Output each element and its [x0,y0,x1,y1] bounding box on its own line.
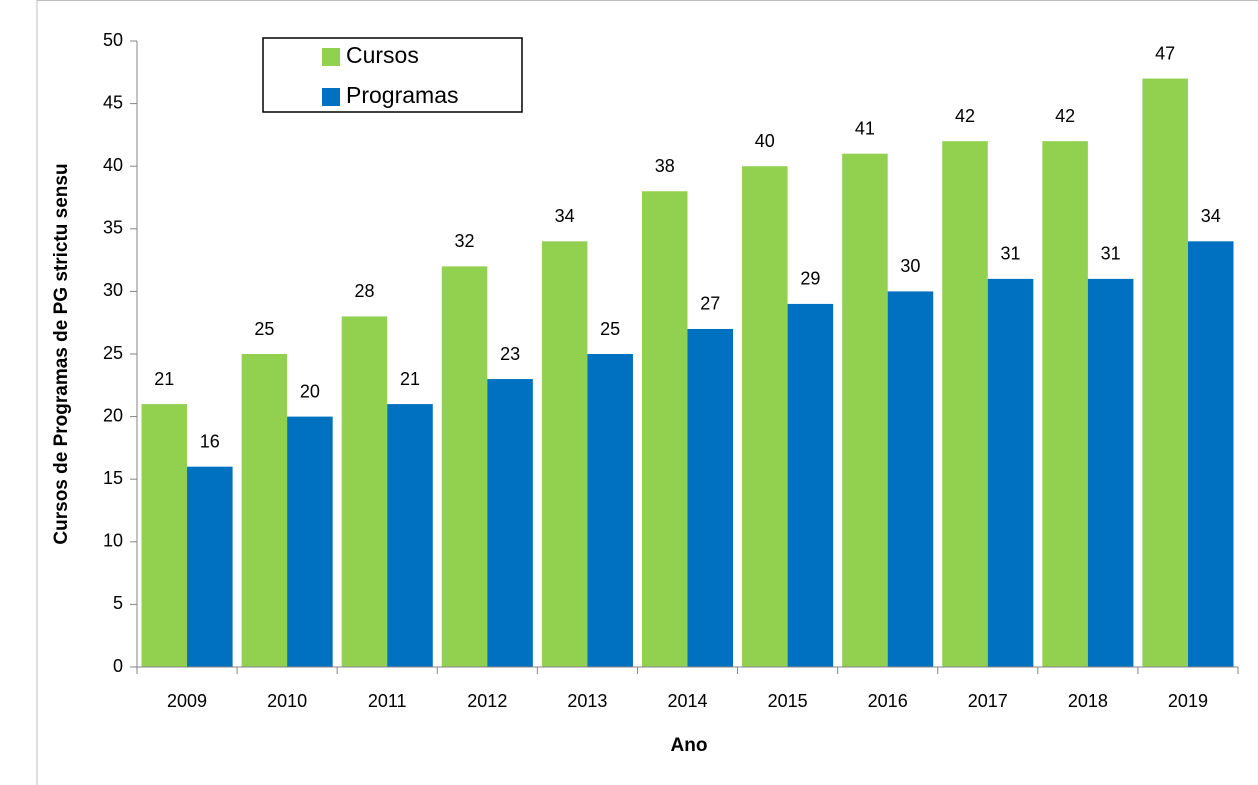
data-label: 23 [500,344,520,364]
bar [141,404,188,667]
x-tick-label: 2016 [868,691,908,711]
y-tick-label: 50 [103,30,123,50]
bar [987,278,1034,667]
bar [487,379,533,667]
bar [441,266,488,667]
bar [1042,141,1088,667]
legend-label: Cursos [346,42,419,68]
data-label: 21 [400,369,420,389]
data-label: 30 [900,256,920,276]
legend-swatch [322,88,340,106]
x-tick-label: 2018 [1068,691,1108,711]
x-tick-label: 2009 [167,691,207,711]
data-label: 25 [254,319,274,339]
bar [287,416,333,667]
legend-box [262,37,523,113]
data-label: 16 [200,431,220,451]
data-label: 42 [955,106,975,126]
x-tick-label: 2017 [968,691,1008,711]
chart-border [36,0,1258,785]
bar [641,191,688,668]
y-tick-label: 15 [103,468,123,488]
data-label: 31 [1001,244,1021,264]
x-axis-label: Ano [671,735,708,756]
bar [587,354,633,667]
y-axis-label: Cursos de Programas de PG strictu sensu [51,163,72,544]
bar [1187,241,1234,667]
y-tick-label: 30 [103,280,123,300]
data-label: 34 [1201,206,1221,226]
bar [1142,78,1188,667]
bar [387,404,433,667]
bar [541,241,588,667]
data-label: 27 [700,294,720,314]
y-tick-label: 10 [103,531,123,551]
x-tick-label: 2019 [1168,691,1208,711]
data-label: 29 [800,269,820,289]
data-label: 20 [300,381,320,401]
data-label: 41 [855,118,875,138]
legend-label: Programas [346,82,458,108]
legend-swatch [322,48,340,66]
data-label: 31 [1101,244,1121,264]
data-label: 34 [555,206,575,226]
y-tick-label: 45 [103,92,123,112]
data-label: 25 [600,319,620,339]
y-tick-label: 0 [113,656,123,676]
bar [1087,278,1134,667]
x-tick-label: 2014 [667,691,707,711]
x-tick-label: 2011 [368,691,407,711]
data-label: 42 [1055,106,1075,126]
bar [187,466,233,667]
x-tick-label: 2015 [768,691,808,711]
data-label: 47 [1155,43,1175,63]
y-tick-label: 5 [113,593,123,613]
data-label: 38 [655,156,675,176]
bar [742,166,788,667]
bar [687,328,734,667]
y-tick-label: 20 [103,405,123,425]
x-tick-label: 2010 [267,691,307,711]
y-tick-label: 35 [103,218,123,238]
bar [787,303,834,667]
bar [942,141,988,667]
bar [842,153,888,667]
x-tick-label: 2013 [567,691,607,711]
y-tick-label: 25 [103,343,123,363]
bar [341,316,388,667]
bar [887,291,934,667]
data-label: 21 [154,369,174,389]
data-label: 32 [455,231,475,251]
x-tick-label: 2012 [467,691,507,711]
data-label: 28 [354,281,374,301]
y-tick-label: 40 [103,155,123,175]
data-label: 40 [755,131,775,151]
bar [241,354,288,667]
